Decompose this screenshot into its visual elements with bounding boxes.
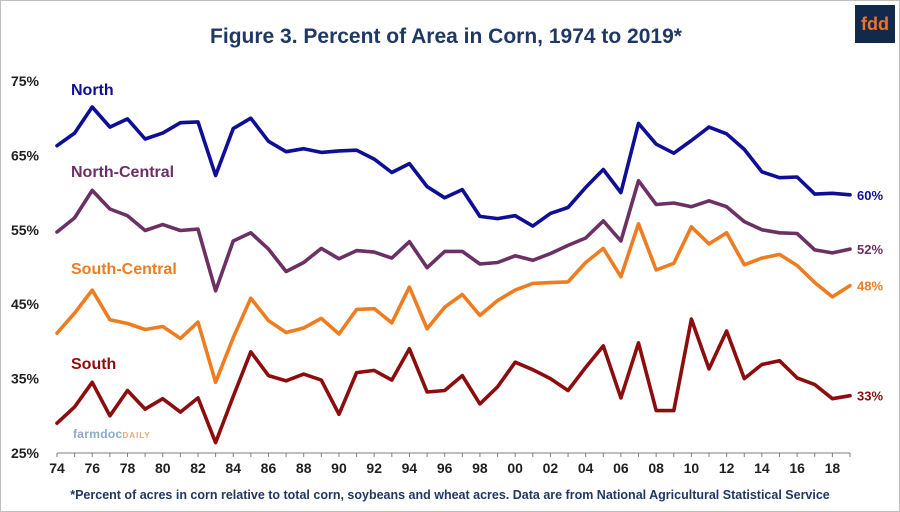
x-tick-label: 06 (613, 460, 629, 476)
x-tick-label: 82 (190, 460, 206, 476)
x-tick-label: 18 (825, 460, 841, 476)
y-tick-label: 45% (11, 296, 40, 312)
series-end-value-label: 33% (857, 389, 883, 404)
series-end-value-label: 60% (857, 188, 883, 203)
y-tick-label: 65% (11, 147, 40, 163)
watermark-main: farmdoc (73, 427, 123, 441)
series-line-north (55, 105, 852, 228)
fdd-logo: fdd (855, 5, 895, 43)
x-tick-label: 90 (331, 460, 347, 476)
watermark-sub: DAILY (122, 431, 151, 440)
x-tick-label: 84 (225, 460, 241, 476)
y-tick-label: 55% (11, 222, 40, 238)
x-tick-label: 04 (578, 460, 594, 476)
x-tick-label: 86 (261, 460, 277, 476)
footnote: *Percent of acres in corn relative to to… (70, 488, 830, 502)
x-tick-label: 88 (296, 460, 312, 476)
series-name-label: North (71, 82, 114, 99)
x-tick-label: 96 (437, 460, 453, 476)
series-name-label: North-Central (71, 164, 174, 181)
series-line-south (55, 317, 852, 445)
x-tick-label: 94 (402, 460, 418, 476)
farmdoc-daily-watermark: farmdocDAILY (73, 427, 151, 441)
y-tick-label: 75% (11, 73, 40, 89)
series-line-north-central (55, 178, 852, 293)
x-tick-label: 14 (754, 460, 770, 476)
x-tick-label: 98 (472, 460, 488, 476)
series-name-label: South-Central (71, 261, 177, 278)
x-tick-label: 10 (684, 460, 700, 476)
axes: 74 76 78 80 82 84 86 88 90 92 94 96 98 00 02 04 06 08 10 12… (11, 73, 851, 476)
x-tick-label: 02 (543, 460, 559, 476)
x-tick-label: 16 (789, 460, 805, 476)
chart-title: Figure 3. Percent of Area in Corn, 1974 … (210, 25, 682, 48)
series-layer (55, 105, 852, 445)
series-line-south-central (55, 222, 852, 385)
y-tick-label: 25% (11, 445, 40, 461)
labels-layer: North 60% North-Central 52% South-Central 48%… (71, 82, 883, 404)
x-tick-label: 76 (84, 460, 100, 476)
series-name-label: South (71, 356, 116, 373)
x-tick-label: 08 (648, 460, 664, 476)
x-tick-label: 78 (120, 460, 136, 476)
x-tick-label: 74 (49, 460, 65, 476)
series-end-value-label: 48% (857, 279, 883, 294)
x-tick-label: 12 (719, 460, 735, 476)
series-end-value-label: 52% (857, 242, 883, 257)
x-tick-label: 92 (366, 460, 382, 476)
x-tick-label: 80 (155, 460, 171, 476)
y-tick-label: 35% (11, 371, 40, 387)
x-tick-label: 00 (507, 460, 523, 476)
